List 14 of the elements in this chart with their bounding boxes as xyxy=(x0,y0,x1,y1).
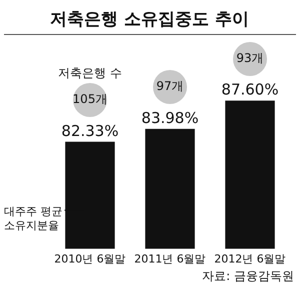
data-label: 82.33% xyxy=(61,122,119,140)
speech-bubble-icon: 105개 xyxy=(73,82,107,117)
data-label: 87.60% xyxy=(221,80,279,99)
text: 저축은행 수 xyxy=(58,66,122,80)
annotation: 105개 xyxy=(72,91,108,108)
speech-bubble-icon: 93개 xyxy=(233,42,267,76)
annotation: 자료: 금융감독원 xyxy=(202,269,294,283)
x-tick-label: 2012년 6월말 xyxy=(214,252,286,266)
legend-label: 대주주 평균 소유지분율 xyxy=(4,204,62,232)
x-tick-label: 2010년 6월말 xyxy=(54,252,126,266)
x-tick-label: 2011년 6월말 xyxy=(134,252,206,266)
chart-title: 저축은행 소유집중도 추이 xyxy=(50,10,249,30)
speech-bubble-icon: 97개 xyxy=(153,70,187,104)
data-label: 83.98% xyxy=(141,108,199,127)
